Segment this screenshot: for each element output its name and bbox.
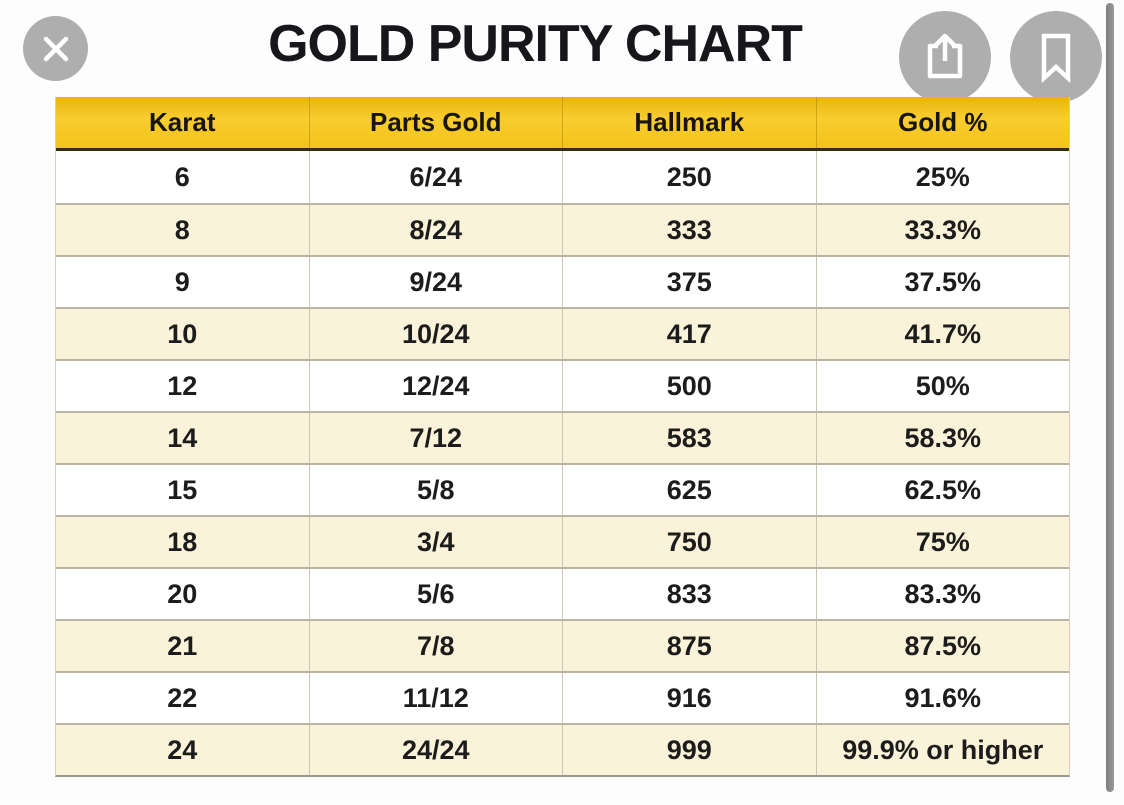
table-cell: 41.7% <box>815 309 1070 359</box>
column-header-hallmark: Hallmark <box>562 97 816 148</box>
close-button[interactable] <box>23 16 88 81</box>
table-cell: 9 <box>174 266 190 297</box>
table-row: 22 11/12 916 91.6% <box>56 671 1069 723</box>
table-cell: 583 <box>562 413 816 463</box>
table-cell: 58.3% <box>815 413 1070 463</box>
table-row: 20 5/6 833 83.3% <box>56 567 1069 619</box>
table-cell: 916 <box>562 673 816 723</box>
page-title: GOLD PURITY CHART <box>268 15 803 73</box>
table-cell: 15 <box>167 474 198 505</box>
table-header-row: Karat Parts Gold Hallmark Gold % <box>56 97 1069 151</box>
scrollbar-thumb[interactable] <box>1106 3 1114 792</box>
table-cell: 22 <box>167 682 198 713</box>
bookmark-button[interactable] <box>1010 11 1102 103</box>
table-cell: 875 <box>562 621 816 671</box>
table-cell: 999 <box>562 725 816 775</box>
table-cell: 500 <box>562 361 816 411</box>
table-cell: 83.3% <box>815 569 1070 619</box>
table-row: 21 7/8 875 87.5% <box>56 619 1069 671</box>
table-cell: 75% <box>815 517 1070 567</box>
table-cell: 10 <box>167 318 198 349</box>
column-header-karat: Karat <box>149 107 216 137</box>
table-cell: 37.5% <box>815 257 1070 307</box>
table-cell: 375 <box>562 257 816 307</box>
table-cell: 21 <box>167 630 198 661</box>
table-cell: 25% <box>815 151 1070 203</box>
table-cell: 7/12 <box>308 413 563 463</box>
table-cell: 3/4 <box>308 517 563 567</box>
table-cell: 625 <box>562 465 816 515</box>
table-cell: 6 <box>174 161 190 192</box>
table-cell: 6/24 <box>308 151 563 203</box>
table-cell: 62.5% <box>815 465 1070 515</box>
table-row: 24 24/24 999 99.9% or higher <box>56 723 1069 775</box>
table-cell: 12/24 <box>308 361 563 411</box>
table-cell: 833 <box>562 569 816 619</box>
share-icon <box>917 29 973 85</box>
table-cell: 10/24 <box>308 309 563 359</box>
table-cell: 7/8 <box>308 621 563 671</box>
table-cell: 91.6% <box>815 673 1070 723</box>
gold-purity-table: Karat Parts Gold Hallmark Gold % 6 6/24 25… <box>55 97 1070 777</box>
table-cell: 417 <box>562 309 816 359</box>
table-cell: 5/8 <box>308 465 563 515</box>
share-button[interactable] <box>899 11 991 103</box>
table-cell: 24/24 <box>308 725 563 775</box>
table-body: 6 6/24 250 25% 8 8/24 333 33.3% 9 9/24 375 37.5% 10 1… <box>56 151 1069 775</box>
table-row: 8 8/24 333 33.3% <box>56 203 1069 255</box>
bookmark-icon <box>1028 29 1084 85</box>
table-cell: 20 <box>167 578 198 609</box>
table-row: 10 10/24 417 41.7% <box>56 307 1069 359</box>
table-cell: 24 <box>167 734 198 765</box>
column-header-parts-gold: Parts Gold <box>308 97 563 148</box>
table-cell: 5/6 <box>308 569 563 619</box>
table-row: 18 3/4 750 75% <box>56 515 1069 567</box>
table-cell: 333 <box>562 205 816 255</box>
table-cell: 750 <box>562 517 816 567</box>
table-cell: 9/24 <box>308 257 563 307</box>
table-cell: 8 <box>174 214 190 245</box>
table-cell: 8/24 <box>308 205 563 255</box>
table-row: 6 6/24 250 25% <box>56 151 1069 203</box>
table-cell: 87.5% <box>815 621 1070 671</box>
table-cell: 99.9% or higher <box>815 725 1070 775</box>
close-icon <box>39 32 73 66</box>
table-cell: 33.3% <box>815 205 1070 255</box>
table-row: 9 9/24 375 37.5% <box>56 255 1069 307</box>
table-row: 15 5/8 625 62.5% <box>56 463 1069 515</box>
table-cell: 11/12 <box>308 673 563 723</box>
table-cell: 250 <box>562 151 816 203</box>
table-cell: 18 <box>167 526 198 557</box>
table-cell: 50% <box>815 361 1070 411</box>
table-cell: 12 <box>167 370 198 401</box>
table-row: 12 12/24 500 50% <box>56 359 1069 411</box>
table-cell: 14 <box>167 422 198 453</box>
table-row: 14 7/12 583 58.3% <box>56 411 1069 463</box>
column-header-gold-pct: Gold % <box>815 97 1070 148</box>
